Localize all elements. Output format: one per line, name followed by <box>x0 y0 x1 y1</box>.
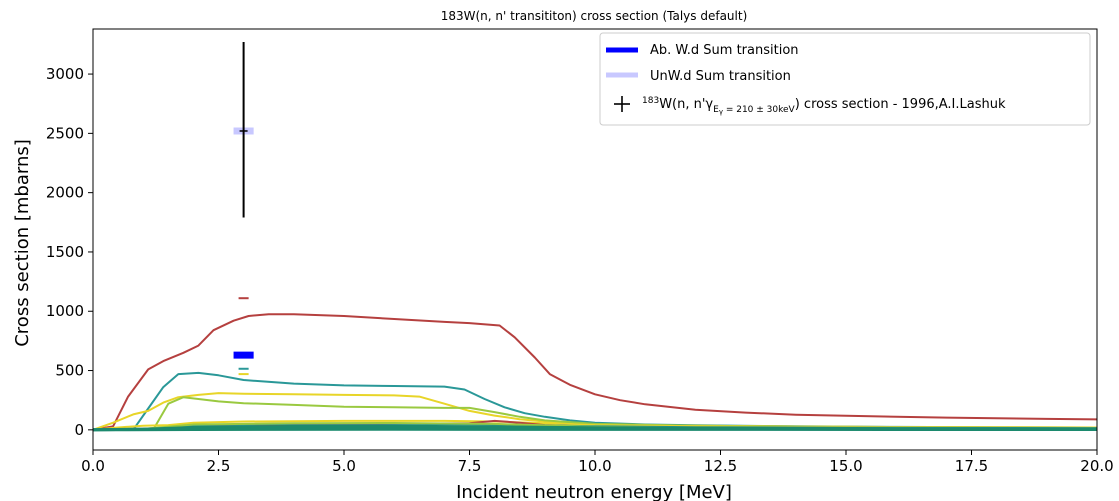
legend-label-lashuk-reaction: W(n, n'γ <box>659 97 713 112</box>
legend: Ab. W.d Sum transition UnW.d Sum transit… <box>599 32 1091 126</box>
y-tick-label: 0 <box>74 421 84 439</box>
axes: 0.0 2.5 5.0 7.5 10.0 12.5 15.0 17.5 20.0 0 500 1000… <box>46 28 1114 475</box>
legend-label-lashuk-isotope: 183 <box>642 96 659 106</box>
y-tick-label: 2000 <box>46 184 84 202</box>
x-tick-label: 17.5 <box>955 457 988 475</box>
y-axis-label: Cross section [mbarns] <box>12 139 33 347</box>
x-tick-label: 15.0 <box>829 457 862 475</box>
x-tick-label: 2.5 <box>207 457 231 475</box>
y-tick-label: 500 <box>55 362 84 380</box>
y-tick-label: 2500 <box>46 124 84 142</box>
x-tick-label: 10.0 <box>578 457 611 475</box>
chart-title: 183W(n, n' transititon) cross section (T… <box>441 9 748 23</box>
x-tick-label: 0.0 <box>81 457 105 475</box>
legend-label-lashuk-post: ) cross section - 1996,A.I.Lashuk <box>795 97 1006 112</box>
series-line-0 <box>93 313 1097 431</box>
legend-label-lashuk-subrest: = 210 ± 30keV <box>723 105 796 115</box>
x-tick-label: 12.5 <box>704 457 737 475</box>
legend-label-lashuk-subsub: γ <box>719 108 723 116</box>
legend-label-unwd: UnW.d Sum transition <box>650 69 791 84</box>
legend-box <box>599 32 1091 126</box>
x-tick-label: 20.0 <box>1080 457 1113 475</box>
y-tick-label: 1000 <box>46 302 84 320</box>
x-tick-label: 7.5 <box>458 457 482 475</box>
series-line-10 <box>93 427 1097 432</box>
legend-label-lashuk: 183W(n, n'γEγ = 210 ± 30keV) cross secti… <box>642 96 1006 116</box>
legend-label-lashuk-sub: E <box>713 105 719 115</box>
y-tick-label: 3000 <box>46 65 84 83</box>
x-tick-label: 5.0 <box>332 457 356 475</box>
y-tick-label: 1500 <box>46 243 84 261</box>
legend-label-ab-wd: Ab. W.d Sum transition <box>650 43 799 58</box>
plot-area <box>93 42 1097 432</box>
x-axis-label: Incident neutron energy [MeV] <box>456 482 732 501</box>
legend-plus-marker <box>614 96 630 112</box>
